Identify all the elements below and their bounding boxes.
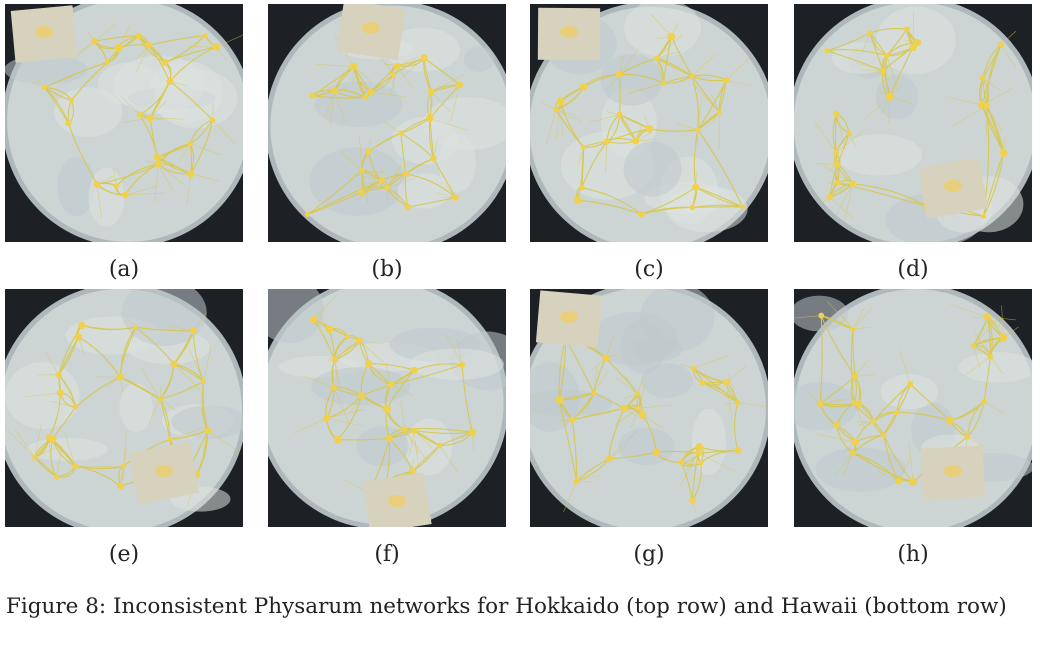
panel-h-image — [794, 289, 1032, 527]
panel-g-image — [530, 289, 768, 527]
panel-b-image — [268, 4, 506, 242]
petri-dish-photo — [530, 4, 768, 242]
petri-dish-photo — [530, 289, 768, 527]
panel-e-image — [5, 289, 243, 527]
panel-e-label: (e) — [108, 542, 140, 567]
panel-a-image — [5, 4, 243, 242]
panel-f-label: (f) — [374, 542, 400, 567]
panel-f-image — [268, 289, 506, 527]
petri-dish-photo — [268, 4, 506, 242]
panel-h-label: (h) — [897, 542, 929, 567]
petri-dish-photo — [268, 289, 506, 527]
petri-dish-photo — [794, 4, 1032, 242]
petri-dish-photo — [5, 4, 243, 242]
panel-c-label: (c) — [634, 257, 664, 282]
panel-g-label: (g) — [633, 542, 665, 567]
petri-dish-photo — [794, 289, 1032, 527]
panel-d-image — [794, 4, 1032, 242]
petri-dish-photo — [5, 289, 243, 527]
figure-caption: Figure 8: Inconsistent Physarum networks… — [6, 594, 1007, 619]
panel-c-image — [530, 4, 768, 242]
panel-a-label: (a) — [108, 257, 140, 282]
panel-b-label: (b) — [371, 257, 403, 282]
panel-d-label: (d) — [897, 257, 929, 282]
